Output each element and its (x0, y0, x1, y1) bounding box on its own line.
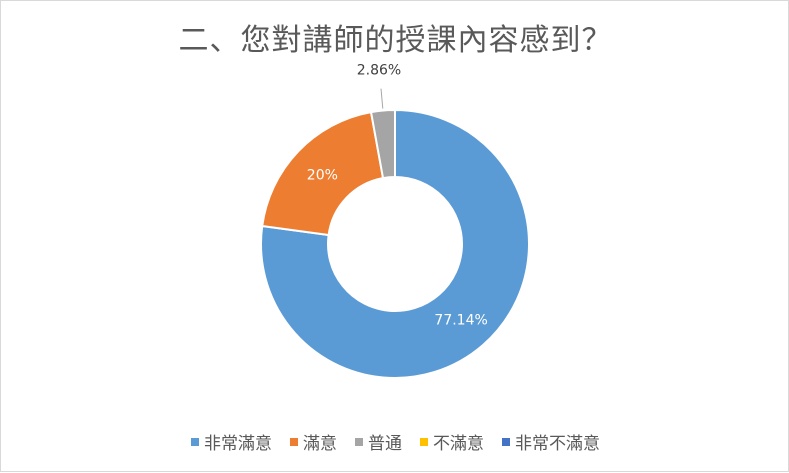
legend-swatch (502, 437, 510, 446)
chart-title: 二、您對講師的授課內容感到？ (178, 23, 613, 58)
legend-label: 非常不滿意 (515, 434, 600, 454)
legend-label: 不滿意 (433, 434, 484, 454)
legend-item-very-dissatisfied: 非常不滿意 (502, 429, 600, 454)
legend-label: 非常滿意 (204, 434, 272, 454)
slice-very-satisfied (260, 108, 530, 379)
legend-swatch (355, 437, 363, 446)
legend-item-neutral: 普通 (355, 429, 402, 454)
legend-label: 普通 (368, 434, 402, 454)
legend-swatch (290, 437, 298, 446)
data-label-satisfied: 20% (307, 168, 338, 184)
leader-line-neutral (380, 88, 384, 109)
legend-item-dissatisfied: 不滿意 (420, 429, 484, 454)
legend-swatch (191, 437, 199, 446)
legend: 非常滿意 滿意 普通 不滿意 非常不滿意 (1, 429, 789, 454)
slice-neutral (369, 108, 396, 180)
legend-item-satisfied: 滿意 (290, 429, 337, 454)
slice-satisfied (261, 110, 385, 237)
legend-label: 滿意 (303, 434, 337, 454)
legend-item-very-satisfied: 非常滿意 (191, 429, 272, 454)
data-label-neutral: 2.86% (357, 63, 401, 79)
legend-swatch (420, 437, 428, 446)
data-label-very-satisfied: 77.14% (434, 313, 487, 329)
